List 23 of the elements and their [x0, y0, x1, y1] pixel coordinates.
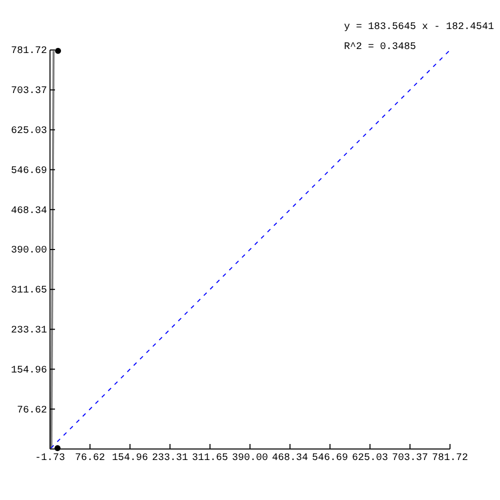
x-tick-label: 233.31: [152, 453, 188, 464]
y-tick-label: 390.00: [10, 246, 47, 257]
y-tick-label: 154.96: [10, 365, 47, 376]
x-tick-label: 311.65: [192, 453, 228, 464]
y-tick-label: 311.65: [10, 286, 47, 297]
x-tick-label: 546.69: [312, 453, 348, 464]
y-tick-label: 703.37: [10, 86, 47, 98]
x-tick-label: 625.03: [352, 453, 388, 464]
y-tick-label: 468.34: [10, 206, 47, 217]
x-tick-label: 76.62: [74, 453, 106, 464]
x-tick-label: 703.37: [392, 453, 428, 464]
text: y = 183.5645 x - 182.4541: [344, 22, 494, 33]
y-tick-label: 625.03: [10, 126, 47, 137]
y-tick-label: 546.69: [10, 166, 47, 177]
x-tick-label: 390.00: [232, 453, 268, 464]
annotation: R^2 = 0.3485: [344, 42, 416, 53]
x-tick-label: 154.96: [112, 453, 148, 464]
y-tick-label: 76.62: [16, 405, 47, 416]
x-tick-label: 781.72: [432, 453, 468, 464]
y-tick-label: 781.72: [10, 46, 47, 58]
y-tick-label: 233.31: [10, 325, 47, 336]
x-tick-label: 468.34: [272, 453, 308, 464]
x-tick-label: -1.73: [34, 453, 66, 464]
